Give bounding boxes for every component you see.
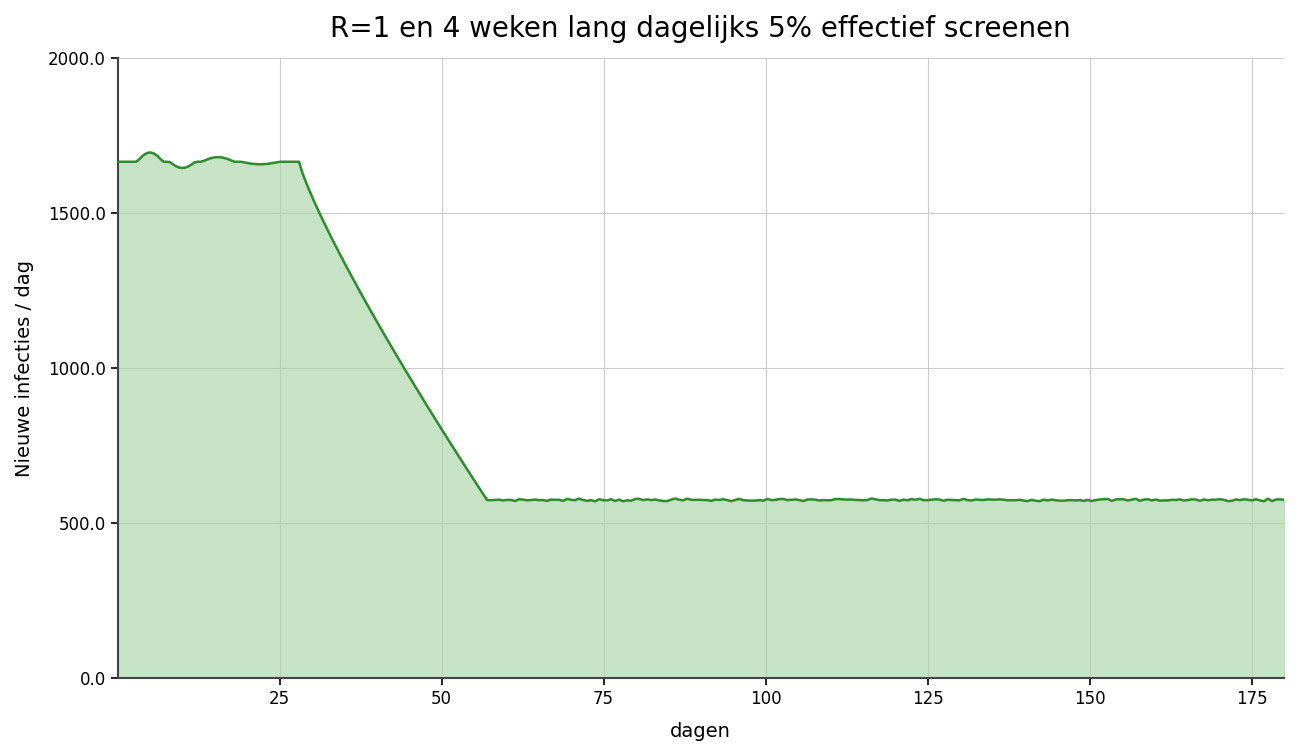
X-axis label: dagen: dagen [670,722,731,741]
Title: R=1 en 4 weken lang dagelijks 5% effectief screenen: R=1 en 4 weken lang dagelijks 5% effecti… [330,15,1072,43]
Y-axis label: Nieuwe infecties / dag: Nieuwe infecties / dag [16,259,34,476]
